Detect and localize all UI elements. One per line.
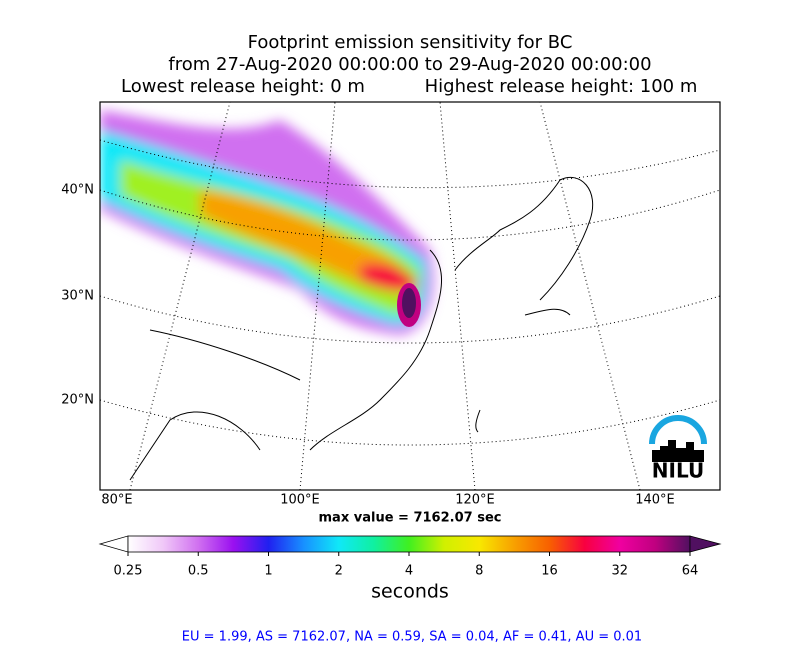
map-frame <box>99 101 721 491</box>
title-line: Lowest release height: 0 m <box>121 76 365 97</box>
colorbar-tick-label: 64 <box>682 564 699 579</box>
lon-label: 140°E <box>635 493 675 508</box>
colorbar-tick-label: 16 <box>541 564 558 579</box>
map <box>100 102 720 490</box>
lat-label: 40°N <box>61 183 94 198</box>
plume <box>100 110 434 335</box>
colorbar-tick-label: 32 <box>611 564 628 579</box>
colorbar-label: seconds <box>371 581 449 603</box>
title-line: Highest release height: 100 m <box>425 76 698 97</box>
lon-label: 80°E <box>101 493 132 508</box>
title-line: from 27-Aug-2020 00:00:00 to 29-Aug-2020… <box>168 54 651 75</box>
colorbar-tick-label: 4 <box>405 564 413 579</box>
lat-label: 20°N <box>61 393 94 408</box>
colorbar-tick-label: 8 <box>475 564 483 579</box>
max-value: max value = 7162.07 sec <box>319 511 502 526</box>
logo: NILU <box>649 415 707 483</box>
logo-text: NILU <box>652 459 704 483</box>
lon-label: 100°E <box>280 493 320 508</box>
lon-label: 120°E <box>455 493 495 508</box>
lat-label: 30°N <box>61 289 94 304</box>
colorbar-tick-label: 1 <box>264 564 272 579</box>
colorbar-tick-label: 0.25 <box>114 564 143 579</box>
title-line: Footprint emission sensitivity for BC <box>248 32 573 53</box>
stats: EU = 1.99, AS = 7162.07, NA = 0.59, SA =… <box>182 630 642 645</box>
colorbar <box>98 535 722 553</box>
colorbar-tick-label: 0.5 <box>188 564 209 579</box>
colorbar-tick-label: 2 <box>335 564 343 579</box>
